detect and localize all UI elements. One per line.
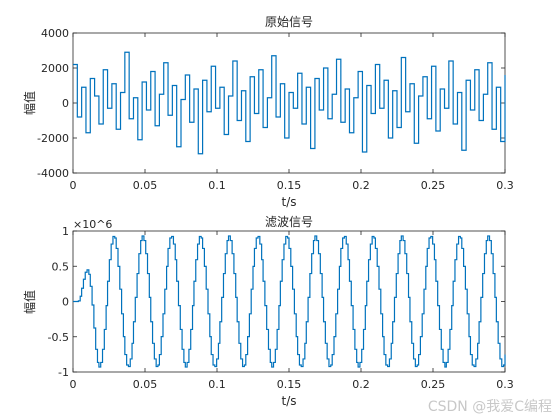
x-tick-label: 0.3 [496,378,514,391]
x-tick-label: 0 [70,378,77,391]
top-chart-title: 原始信号 [265,15,313,29]
x-tick-label: 0.15 [277,179,302,192]
y-tick-label: 0.5 [52,260,70,273]
bottom-chart-series-line [73,235,506,368]
y-tick-label: 2000 [41,62,69,75]
y-tick-label: -2000 [37,132,69,145]
x-tick-label: 0.15 [277,378,302,391]
bottom-chart-xlabel: t/s [282,394,297,408]
x-tick-label: 0.05 [133,179,158,192]
top-chart-series-line [73,51,506,155]
bottom-chart-ylabel: 幅值 [22,290,37,314]
watermark: CSDN @我爱C编程 [427,399,552,415]
bottom-chart: 滤波信号 ×10^6 0 0.05 0.1 0.15 0.2 0.25 0.3-1-0.50… [22,215,514,408]
y-tick-label: 4000 [41,27,69,40]
y-tick-label: 0 [62,296,69,309]
x-tick-label: 0.05 [133,378,158,391]
y-tick-label: -4000 [37,167,69,180]
x-tick-label: 0.3 [496,179,514,192]
bottom-chart-title: 滤波信号 [265,215,313,229]
y-tick-label: 0 [62,97,69,110]
y-tick-label: 1 [62,225,69,238]
top-chart: 原始信号 0 0.05 0.1 0.15 0.2 0.25 0.3 -4000 -2000 0 20… [22,15,514,209]
x-tick-label: 0 [70,179,77,192]
x-tick-label: 0.25 [421,179,446,192]
x-tick-label: 0.1 [208,378,226,391]
y-tick-label: -1 [58,366,69,379]
top-chart-xlabel: t/s [282,195,297,209]
bottom-plot-area [72,230,506,373]
x-tick-label: 0.1 [208,179,226,192]
x-tick-label: 0.25 [421,378,446,391]
bottom-chart-ticks: 0 0.05 0.1 0.15 0.2 0.25 0.3 -1 -0.5 0 0.5 1 [48,225,514,391]
x-tick-label: 0.2 [352,378,370,391]
x-tick-label: 0.2 [352,179,370,192]
top-chart-ticks: 0 0.05 0.1 0.15 0.2 0.25 0.3 -4000 -2000 0 2000 400… [37,27,514,192]
top-chart-ylabel: 幅值 [22,91,37,115]
y-tick-label: -0.5 [48,331,69,344]
bottom-chart-scale-multiplier: ×10^6 [73,218,112,231]
